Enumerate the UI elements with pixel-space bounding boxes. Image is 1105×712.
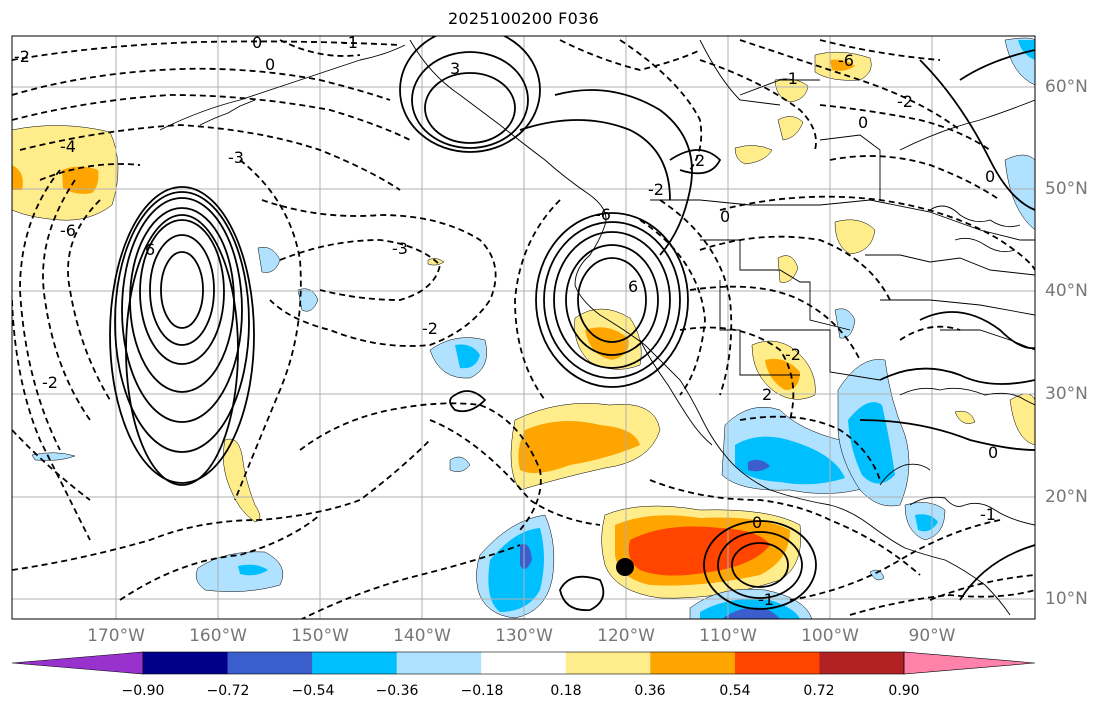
graticule [12, 36, 1035, 619]
colorbar-segment [312, 652, 398, 674]
lat-label: 30°N [1045, 384, 1088, 404]
contour-label: -1 [782, 69, 798, 88]
colorbar-segment [650, 652, 736, 674]
lon-label: 130°W [495, 626, 553, 646]
contour-label: 2 [762, 385, 772, 404]
colorbar-tick-label: 0.36 [634, 683, 666, 699]
shading-negative [31, 37, 1035, 619]
contour-labels: -2 0 -1 -4 -6 -3 0 6 -3 -2 -2 3 2 -2 -6 … [14, 33, 998, 609]
lon-label: 150°W [291, 626, 349, 646]
contour-label: -1 [758, 590, 774, 609]
contour-label: -2 [897, 92, 913, 111]
contour-label: 0 [252, 33, 262, 52]
colorbar-tick-label: −0.18 [460, 683, 504, 699]
contour-label: 0 [988, 443, 998, 462]
contour-label: 0 [752, 513, 762, 532]
shading-positive [12, 51, 1035, 599]
lon-label: 160°W [189, 626, 247, 646]
colorbar-extend-min [11, 651, 144, 675]
contour-label: 0 [985, 167, 995, 186]
contour-label: -2 [42, 373, 58, 392]
contour-label: -1 [980, 505, 996, 524]
colorbar-segment [565, 652, 651, 674]
contour-label: -6 [595, 205, 611, 224]
lat-label: 20°N [1045, 487, 1088, 507]
contour-label: -1 [342, 33, 358, 52]
contour-label: 0 [858, 113, 868, 132]
contours-solid [109, 36, 1035, 612]
contour-label: 0 [265, 55, 275, 74]
contour-label: -2 [648, 180, 664, 199]
lat-label: 60°N [1045, 77, 1088, 97]
colorbar-segment [143, 652, 229, 674]
colorbar-segment [734, 652, 820, 674]
contour-label: 0 [720, 207, 730, 226]
contour-label: -4 [60, 137, 76, 156]
lon-label: 170°W [87, 626, 145, 646]
colorbar-tick-label: −0.90 [121, 683, 165, 699]
lon-label: 120°W [597, 626, 655, 646]
contour-label: -6 [838, 51, 854, 70]
lat-label: 40°N [1045, 281, 1088, 301]
contour-label: -3 [392, 239, 408, 258]
colorbar-segment [481, 652, 567, 674]
map-title: 2025100200 F036 [447, 9, 600, 28]
map-frame [11, 35, 1036, 620]
colorbar-tick-label: 0.18 [550, 683, 582, 699]
colorbar-tick-label: −0.36 [375, 683, 419, 699]
colorbar-frame [142, 651, 905, 675]
colorbar-tick-label: −0.72 [206, 683, 250, 699]
contour-label: -3 [228, 148, 244, 167]
colorbar-segment [819, 652, 905, 674]
contour-label: -2 [422, 319, 438, 338]
colorbar-tick-label: 0.72 [803, 683, 835, 699]
colorbar-segment [396, 652, 482, 674]
colorbar [11, 651, 1036, 675]
colorbar-segment [227, 652, 313, 674]
contour-label: 3 [450, 59, 460, 78]
contour-label: 6 [628, 277, 638, 296]
contour-label: 6 [145, 240, 155, 259]
lon-label: 90°W [908, 626, 956, 646]
contour-label: -2 [14, 47, 30, 66]
lat-label: 50°N [1045, 179, 1088, 199]
contour-label: 2 [695, 151, 705, 170]
lat-label: 10°N [1045, 589, 1088, 609]
contour-label: -2 [785, 345, 801, 364]
lon-label: 140°W [393, 626, 451, 646]
colorbar-tick-label: 0.54 [719, 683, 751, 699]
contours-dashed [12, 39, 1035, 619]
colorbar-extend-max [903, 651, 1036, 675]
lon-label: 110°W [699, 626, 757, 646]
lon-label: 100°W [801, 626, 859, 646]
contour-label: -6 [60, 221, 76, 240]
colorbar-tick-label: −0.54 [291, 683, 335, 699]
storm-center-marker[interactable] [616, 558, 634, 576]
colorbar-tick-label: 0.90 [888, 683, 920, 699]
